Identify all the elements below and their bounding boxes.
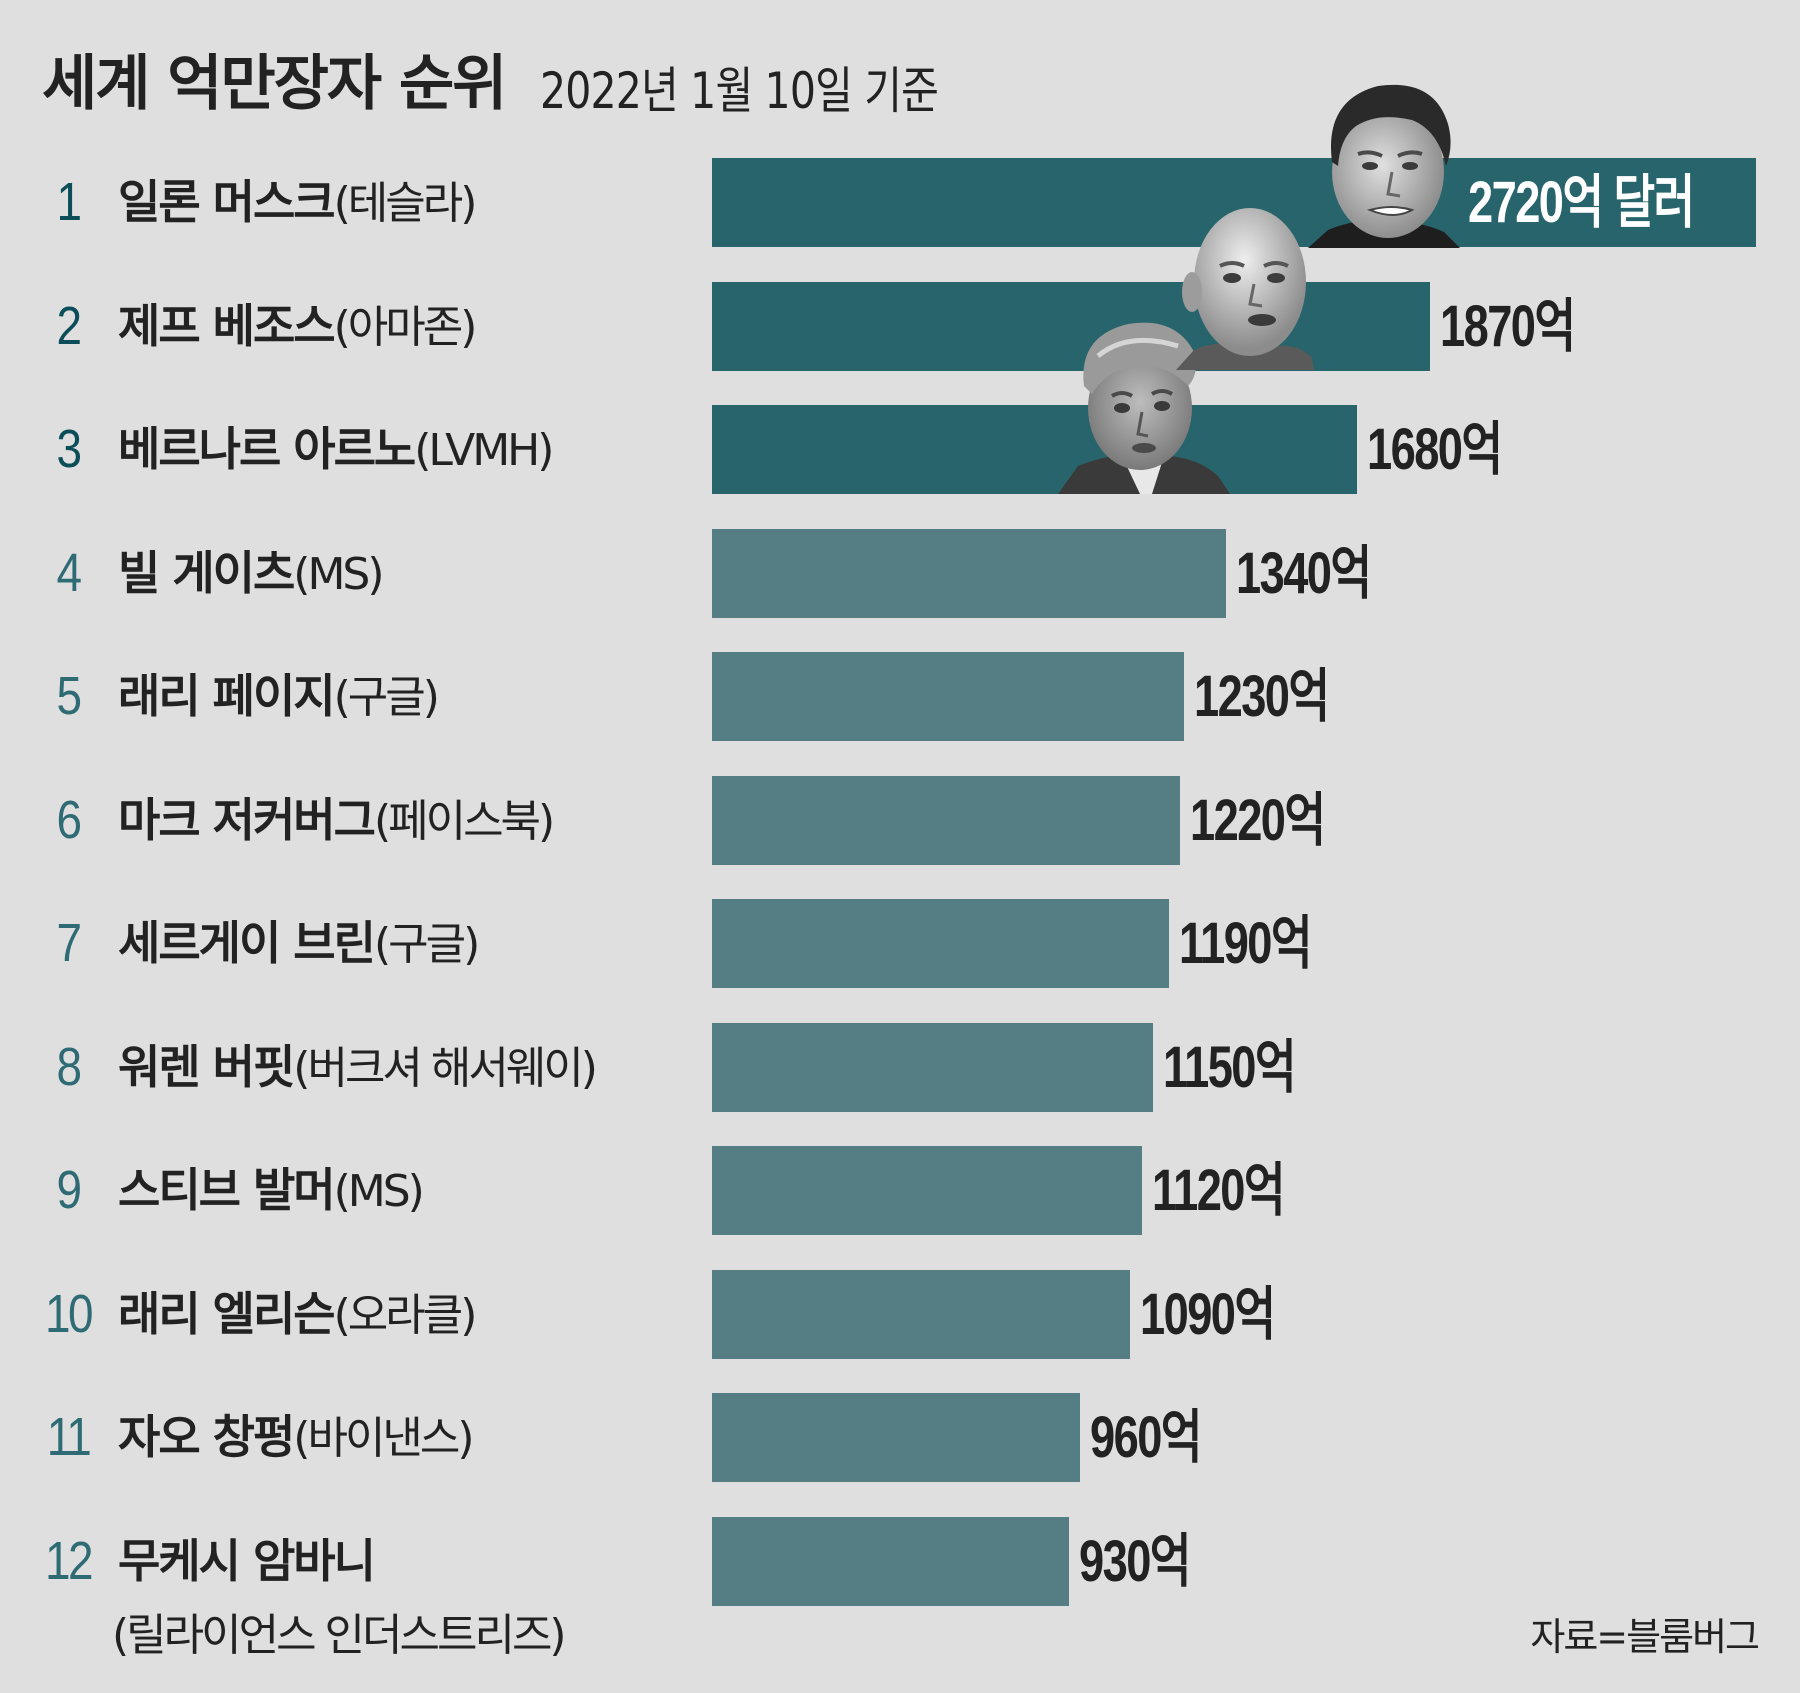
chart-title: 세계 억만장자 순위 <box>42 49 507 119</box>
company-name: (바이낸스) <box>293 1413 474 1464</box>
bar <box>712 899 1169 988</box>
bar <box>712 652 1184 741</box>
person-name: 워렌 버핏 <box>118 1039 295 1094</box>
rank-number: 10 <box>45 1283 94 1344</box>
company-name: (버크셔 해서웨이) <box>293 1042 598 1094</box>
person-label: 래리 엘리슨(오라클) <box>118 1270 478 1359</box>
bar <box>712 1516 1069 1606</box>
value-label: 1090억 <box>1140 1281 1276 1347</box>
chart-row: 11 자오 창펑(바이낸스) 960억 <box>0 1393 1800 1482</box>
musk-photo-icon <box>1308 84 1460 248</box>
bar <box>712 1393 1080 1482</box>
chart-row: 7 세르게이 브린(구글) 1190억 <box>0 899 1800 988</box>
bar <box>712 405 1357 494</box>
rank-number: 2 <box>56 295 82 356</box>
rank-number: 9 <box>56 1160 82 1220</box>
company-name: (구글) <box>333 672 440 723</box>
person-name: 일론 머스크 <box>118 175 336 229</box>
value-label: 1680억 <box>1367 417 1503 482</box>
person-label: 래리 페이지(구글) <box>118 652 440 741</box>
chart-row: 4 빌 게이츠(MS) 1340억 <box>0 528 1800 618</box>
company-name: (릴라이언스 인더스트리즈) <box>112 1609 567 1661</box>
person-label: 세르게이 브린(구글) <box>118 899 480 988</box>
value-label: 1870억 <box>1440 293 1576 359</box>
person-label: 제프 베조스(아마존) <box>118 282 478 371</box>
person-label: 일론 머스크(테슬라) <box>118 158 478 247</box>
chart-row: 2 제프 베조스(아마존) 1870억 <box>0 281 1800 371</box>
rank-number: 11 <box>46 1407 92 1467</box>
company-name: (MS) <box>333 1166 425 1217</box>
person-label: 스티브 발머(MS) <box>118 1146 425 1235</box>
chart-row: 12 무케시 암바니 (릴라이언스 인더스트리즈) 930억 <box>0 1516 1800 1661</box>
person-label: 무케시 암바니 <box>118 1517 376 1606</box>
person-name: 래리 엘리슨 <box>118 1286 336 1341</box>
value-label-1: 2720억 달러 <box>1468 170 1695 235</box>
chart-row: 3 베르나르 아르노(LVMH) 1680억 <box>0 405 1800 494</box>
company-name: (오라클) <box>333 1289 478 1341</box>
person-name: 무케시 암바니 <box>118 1533 376 1588</box>
person-label: 베르나르 아르노(LVMH) <box>118 405 554 494</box>
rank-number: 7 <box>56 913 82 973</box>
bar <box>712 1022 1153 1112</box>
company-name: (테슬라) <box>333 178 478 229</box>
person-name: 스티브 발머 <box>118 1163 336 1217</box>
bar <box>712 528 1226 618</box>
bar <box>712 1146 1142 1235</box>
company-name: (MS) <box>293 548 384 600</box>
value-label: 1220억 <box>1190 787 1326 853</box>
rank-number: 5 <box>56 666 82 726</box>
chart-row: 10 래리 엘리슨(오라클) 1090억 <box>0 1269 1800 1359</box>
person-label: 빌 게이츠(MS) <box>118 529 385 618</box>
arnault-photo-icon <box>1058 322 1230 494</box>
company-name: (구글) <box>373 919 480 970</box>
person-name: 베르나르 아르노 <box>118 422 416 476</box>
company-name: (아마존) <box>333 301 478 353</box>
person-label: 워렌 버핏(버크셔 해서웨이) <box>118 1023 598 1112</box>
rank-number: 3 <box>56 419 82 479</box>
person-name: 빌 게이츠 <box>118 545 295 600</box>
rank-number: 1 <box>56 172 82 232</box>
person-name: 자오 창펑 <box>118 1410 295 1464</box>
value-label: 1340억 <box>1236 540 1372 606</box>
chart-subtitle: 2022년 1월 10일 기준 <box>540 62 939 120</box>
chart-row: 6 마크 저커버그(페이스북) 1220억 <box>0 775 1800 865</box>
bar <box>712 1269 1130 1359</box>
chart-row: 5 래리 페이지(구글) 1230억 <box>0 652 1800 741</box>
person-name: 제프 베조스 <box>118 298 336 353</box>
person-name: 래리 페이지 <box>118 669 336 723</box>
value-label: 1190억 <box>1179 911 1313 976</box>
person-name: 세르게이 브린 <box>118 916 376 970</box>
rank-number: 12 <box>45 1530 94 1591</box>
rank-number: 8 <box>56 1036 82 1097</box>
person-label: 마크 저커버그(페이스북) <box>118 776 555 865</box>
bar <box>712 775 1180 865</box>
bar <box>712 281 1430 371</box>
value-label: 930억 <box>1079 1528 1191 1594</box>
value-label: 1120억 <box>1152 1158 1286 1223</box>
chart-row: 8 워렌 버핏(버크셔 해서웨이) 1150억 <box>0 1022 1800 1112</box>
person-label: 자오 창펑(바이낸스) <box>118 1393 475 1482</box>
bezos-photo-icon <box>1176 208 1314 370</box>
source-note: 자료=블룸버그 <box>1530 1615 1760 1659</box>
value-label: 960억 <box>1090 1405 1202 1470</box>
company-name: (LVMH) <box>414 425 554 476</box>
person-name: 마크 저커버그 <box>118 792 376 847</box>
company-name: (페이스북) <box>373 795 555 847</box>
chart-row: 9 스티브 발머(MS) 1120억 <box>0 1146 1800 1235</box>
value-label: 1150억 <box>1163 1034 1297 1100</box>
rank-number: 6 <box>56 789 82 850</box>
rank-number: 4 <box>56 542 82 603</box>
value-label: 1230억 <box>1194 664 1330 729</box>
